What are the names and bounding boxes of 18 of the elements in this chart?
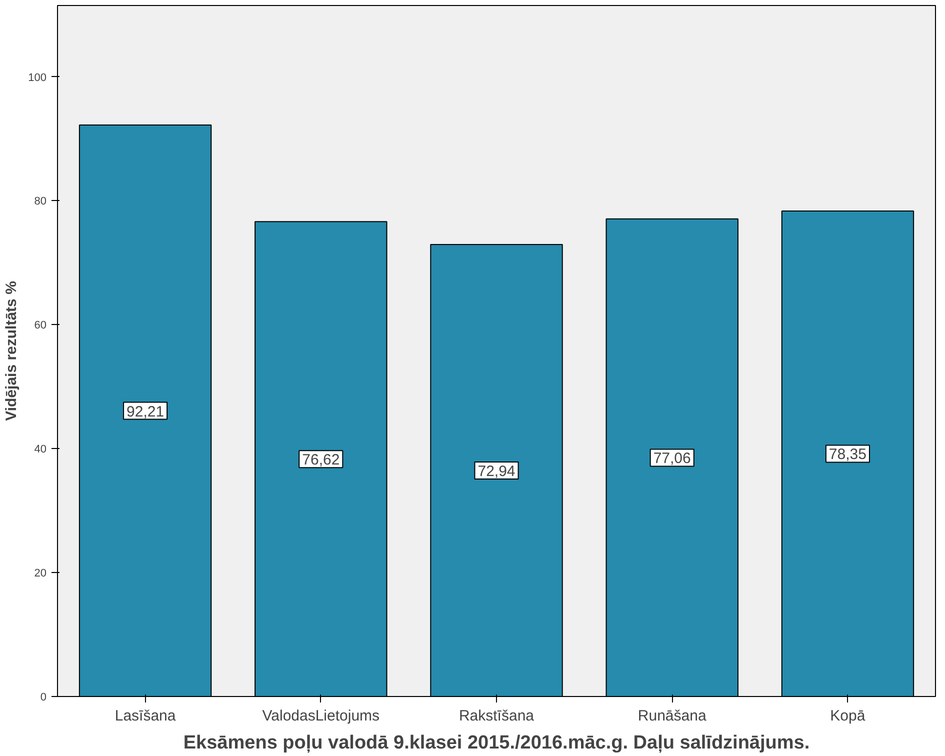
- x-tick-label: Rakstīšana: [458, 708, 535, 724]
- x-tick-label: ValodasLietojums: [262, 708, 380, 724]
- x-tick-label: Kopā: [830, 708, 866, 724]
- y-tick-label: 100: [28, 72, 47, 84]
- data-label: 76,62: [302, 452, 340, 469]
- x-tick-label: Runāšana: [638, 708, 707, 724]
- data-label: 92,21: [126, 403, 164, 420]
- data-label: 77,06: [653, 450, 691, 468]
- y-tick-label: 20: [34, 568, 47, 580]
- data-label: 72,94: [478, 462, 516, 480]
- y-tick-label: 80: [34, 196, 47, 208]
- y-axis-title: Vidējais rezultāts %: [3, 281, 20, 421]
- x-tick-label: Lasīšana: [114, 708, 176, 724]
- y-tick-label: 40: [34, 444, 47, 456]
- y-tick-label: 60: [34, 320, 47, 332]
- y-tick-label: 0: [40, 692, 47, 704]
- data-label: 78,35: [828, 446, 866, 464]
- x-axis-title: Eksāmens poļu valodā 9.klasei 2015./2016.māc.g. Daļu salīdzinājums.: [183, 732, 810, 754]
